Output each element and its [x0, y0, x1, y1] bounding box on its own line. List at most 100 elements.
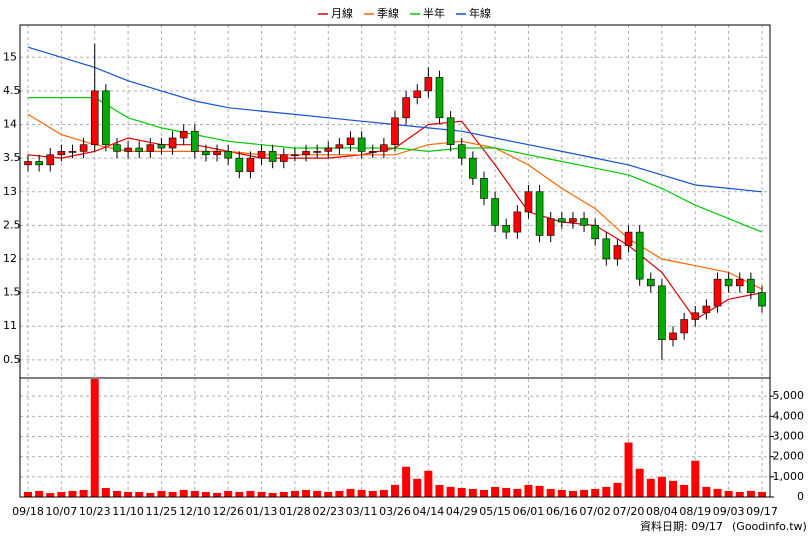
x-tick-label: 06/16 [546, 505, 578, 518]
volume-bar [57, 491, 66, 497]
volume-bar [479, 489, 488, 497]
volume-bar [746, 490, 755, 497]
volume-bar [513, 488, 522, 497]
x-tick-label: 11/10 [112, 505, 144, 518]
candle-body [279, 154, 288, 162]
candle-body [535, 191, 544, 236]
volume-bar [635, 468, 644, 497]
candle-body [246, 157, 255, 172]
candle-body [613, 245, 622, 260]
x-tick-label: 08/04 [646, 505, 678, 518]
candle-body [102, 90, 110, 145]
x-tick-label: 04/14 [413, 505, 445, 518]
volume-bar [468, 488, 477, 497]
volume-bar [46, 492, 55, 497]
candle-body [157, 144, 166, 149]
candle-body [502, 225, 511, 233]
candle-body [357, 137, 366, 152]
candle-body [558, 218, 566, 223]
x-tick-label: 10/07 [46, 505, 78, 518]
candle-body [646, 278, 655, 287]
candle-body [68, 151, 77, 153]
volume-bar [190, 490, 199, 497]
y2-tick-label: 0 [797, 490, 804, 503]
candle-body [446, 117, 455, 145]
candle-body [424, 77, 433, 92]
candle-body [658, 285, 666, 340]
volume-bar [168, 491, 177, 497]
x-tick-label: 07/20 [613, 505, 645, 518]
y2-tick-label: 2,000 [773, 450, 805, 463]
volume-bar [324, 491, 333, 497]
volume-bar [702, 486, 711, 497]
y-tick-label: 15 [3, 50, 17, 63]
x-tick-label: 09/03 [713, 505, 745, 518]
candle-body [213, 151, 221, 156]
candle-body [235, 157, 244, 172]
candle-body [413, 90, 422, 98]
volume-bar [613, 482, 622, 497]
candle-body [724, 278, 733, 287]
candle-body [491, 198, 499, 226]
candle-body [191, 130, 199, 152]
x-tick-label: 04/29 [446, 505, 478, 518]
candle-body [680, 319, 688, 334]
x-tick-label: 01/13 [246, 505, 278, 518]
footer-source: (Goodinfo.tw) [732, 520, 807, 533]
volume-bar [713, 488, 722, 497]
candle-body [324, 147, 333, 152]
volume-bar [224, 490, 233, 497]
candle-body [380, 144, 388, 152]
volume-bar [602, 486, 611, 497]
volume-bar [646, 478, 655, 497]
volume-bar [502, 487, 511, 497]
x-tick-label: 03/11 [346, 505, 378, 518]
candle-body [524, 191, 533, 213]
legend-label: 月線 [331, 6, 353, 20]
candle-body [602, 238, 611, 260]
volume-bar [357, 489, 366, 497]
y2-tick-label: 5,000 [773, 389, 805, 402]
volume-bar [157, 490, 166, 497]
volume-bar [413, 478, 422, 497]
candle-body [580, 218, 588, 226]
volume-bar [201, 491, 210, 497]
volume-bar [290, 490, 299, 497]
volume-bar [179, 489, 188, 497]
candle-body [591, 225, 599, 240]
volume-bar [112, 490, 121, 497]
candle-body [57, 151, 66, 156]
candle-body [457, 144, 466, 159]
y2-tick-label: 1,000 [773, 470, 805, 483]
volume-bar [402, 466, 411, 497]
y2-tick-label: 4,000 [773, 409, 805, 422]
volume-bar [346, 488, 355, 497]
volume-bar [124, 491, 133, 497]
volume-bar [680, 484, 689, 497]
candle-body [113, 144, 121, 152]
candle-body [624, 231, 633, 246]
candle-body [713, 278, 722, 307]
x-tick-label: 09/17 [746, 505, 778, 518]
candle-body [546, 218, 555, 236]
x-tick-label: 11/25 [146, 505, 178, 518]
x-tick-label: 12/26 [212, 505, 244, 518]
volume-bar [335, 490, 344, 497]
volume-bar [735, 491, 744, 497]
x-tick-label: 10/23 [79, 505, 111, 518]
candle-body [302, 151, 310, 156]
volume-bar [35, 490, 44, 497]
volume-bar [457, 487, 466, 497]
legend-label: 年線 [469, 6, 491, 20]
volume-bar [146, 492, 155, 497]
volume-bar [24, 491, 32, 497]
volume-frame [19, 377, 771, 498]
x-tick-label: 12/10 [179, 505, 211, 518]
y2-tick-label: 3,000 [773, 429, 805, 442]
candle-body [758, 292, 766, 307]
candle-body [224, 151, 232, 159]
volume-bar [546, 488, 555, 497]
y-tick-label: 14 [3, 118, 17, 131]
candle-body [179, 130, 188, 139]
volume-bar [557, 489, 566, 497]
